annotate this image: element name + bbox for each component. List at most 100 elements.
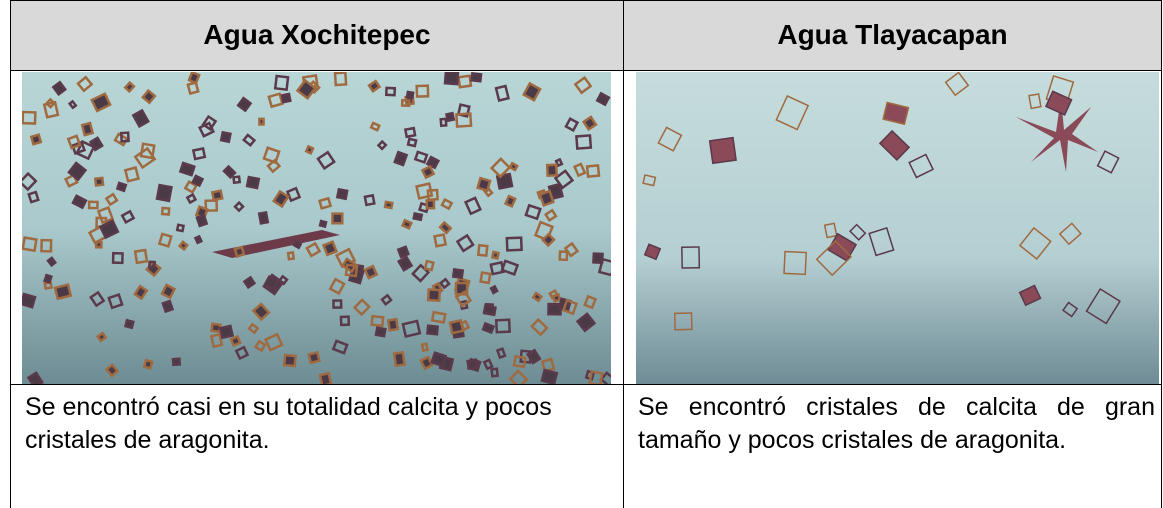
- crystal: [148, 260, 156, 269]
- crystal: [1096, 150, 1120, 174]
- crystal: [564, 116, 580, 133]
- crystal: [22, 292, 37, 309]
- crystal: [187, 72, 201, 85]
- crystal: [403, 126, 417, 139]
- crystal: [489, 157, 512, 179]
- crystal: [201, 114, 218, 131]
- crystal: [376, 139, 388, 151]
- crystal: [273, 74, 290, 92]
- crystal: [530, 317, 549, 337]
- crystal: [233, 200, 245, 213]
- crystal: [236, 96, 253, 113]
- crystal: [420, 164, 436, 180]
- crystal: [522, 81, 542, 102]
- crystal: [263, 275, 280, 292]
- crystal: [642, 174, 657, 187]
- crystal: [321, 240, 339, 257]
- crystal: [93, 176, 105, 187]
- crystal: [177, 240, 189, 252]
- crystal: [142, 358, 154, 370]
- crystal: [43, 273, 53, 285]
- crystal: [133, 284, 149, 301]
- crystal: [500, 259, 520, 276]
- crystal: [481, 321, 496, 335]
- crystal: [775, 95, 810, 131]
- crystal: [413, 150, 429, 164]
- crystal: [554, 157, 564, 168]
- crystal: [495, 347, 507, 360]
- crystal: [218, 324, 235, 340]
- crystal: [588, 370, 604, 384]
- crystal: [186, 81, 200, 96]
- crystal: [339, 315, 351, 327]
- body-cell: Se encontró casi en su totalidad calcita…: [25, 393, 552, 454]
- crystal: [90, 92, 112, 113]
- crystal: [133, 248, 149, 265]
- crystal: [423, 259, 435, 272]
- crystal: [40, 238, 53, 253]
- crystal: [332, 299, 343, 309]
- crystal: [363, 193, 376, 207]
- crystal: [558, 250, 569, 262]
- crystal: [451, 268, 465, 280]
- crystal: [183, 179, 198, 194]
- crystal: [383, 200, 394, 210]
- crystal: [193, 234, 204, 245]
- crystal: [367, 79, 382, 94]
- crystal: [204, 199, 219, 212]
- crystal: [42, 100, 60, 119]
- crystal: [508, 369, 529, 384]
- crystal: [868, 227, 895, 257]
- crystal: [26, 371, 44, 384]
- crystal: [44, 97, 57, 109]
- crystal: [849, 223, 867, 241]
- crystal: [882, 101, 910, 126]
- crystal: [1018, 226, 1052, 260]
- crystal: [333, 72, 348, 87]
- border: [623, 0, 624, 508]
- crystal: [155, 183, 173, 203]
- crystal: [318, 371, 333, 384]
- crystal: [251, 302, 271, 322]
- crystal: [396, 255, 414, 272]
- crystal: [412, 212, 424, 222]
- crystal: [229, 334, 242, 348]
- micrograph-tlayacapan: [636, 72, 1159, 384]
- crystal: [119, 131, 130, 143]
- crystal: [456, 103, 471, 118]
- crystal: [433, 233, 448, 248]
- crystal: [457, 74, 473, 89]
- crystal: [22, 236, 38, 253]
- crystal: [222, 164, 237, 180]
- crystal: [400, 98, 411, 108]
- crystal: [374, 326, 387, 338]
- crystal: [815, 239, 853, 277]
- crystal: [572, 162, 587, 178]
- crystal: [425, 199, 436, 210]
- header-cell: Agua Tlayacapan: [624, 0, 1161, 70]
- border: [10, 0, 1162, 1]
- crystal: [575, 312, 597, 333]
- crystal: [878, 129, 911, 161]
- crystal: [657, 126, 683, 152]
- crystal: [1028, 93, 1042, 110]
- crystal: [531, 291, 544, 303]
- crystal: [401, 319, 422, 338]
- crystal: [420, 342, 429, 353]
- crystal: [1061, 301, 1079, 318]
- header-cell: Agua Xochitepec: [11, 0, 623, 70]
- crystal: [470, 72, 483, 83]
- crystal: [524, 203, 542, 221]
- crystal: [415, 84, 430, 98]
- crystal: [490, 250, 500, 260]
- crystal: [191, 174, 205, 188]
- crystal: [438, 220, 453, 235]
- crystal: [482, 358, 494, 371]
- crystal: [384, 86, 397, 97]
- crystal: [282, 353, 298, 368]
- crystal: [561, 298, 579, 316]
- crystal: [292, 239, 303, 250]
- crystal: [494, 84, 510, 103]
- crystal: [419, 355, 434, 371]
